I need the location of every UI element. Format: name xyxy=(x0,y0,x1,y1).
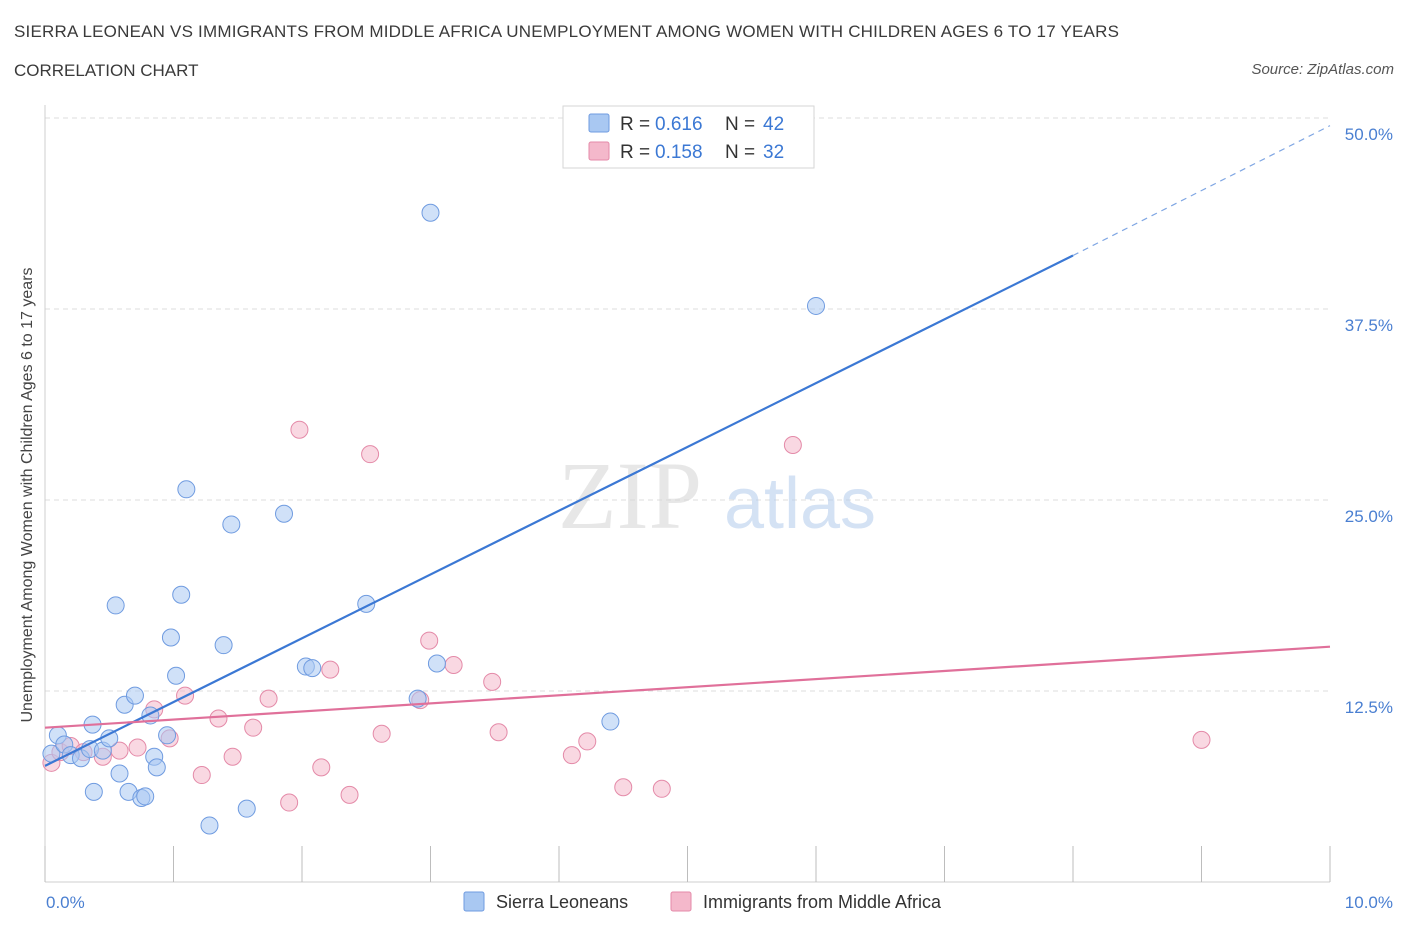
immigrants-point xyxy=(783,435,802,454)
immigrants-point xyxy=(420,631,439,650)
x-tick-labels: 0.0% 10.0% xyxy=(46,893,1393,912)
watermark-zip: ZIP xyxy=(558,442,702,549)
trend-lines xyxy=(44,125,1331,767)
series-sierra-leoneans-points xyxy=(42,203,825,835)
y-tick-label: 25.0% xyxy=(1345,507,1393,526)
immigrants-point xyxy=(223,747,242,766)
sierra-leoneans-point xyxy=(200,816,219,835)
sierra-leoneans-point xyxy=(158,726,177,745)
immigrants-point xyxy=(361,445,380,464)
sierra-leoneans-point xyxy=(807,296,825,315)
sierra-leoneans-point xyxy=(222,515,241,534)
sierra-leoneans-point xyxy=(172,585,191,604)
legend-swatch-sierra-leoneans xyxy=(463,891,485,912)
immigrants-point xyxy=(483,672,502,691)
immigrants-point xyxy=(244,718,263,737)
stats-swatch-blue xyxy=(588,113,610,133)
x-tick-label: 10.0% xyxy=(1345,893,1393,912)
immigrants-point xyxy=(1192,730,1211,749)
immigrants-point xyxy=(259,689,278,708)
immigrants-point xyxy=(578,732,597,751)
sierra-leoneans-point xyxy=(275,504,294,523)
y-tick-label: 50.0% xyxy=(1345,125,1393,144)
immigrants-point xyxy=(652,779,671,798)
stats-r-value-blue: 0.616 xyxy=(655,114,703,135)
immigrants-point xyxy=(340,785,359,804)
watermark-atlas: atlas xyxy=(724,464,876,544)
sierra-leoneans-point xyxy=(167,666,186,685)
chart-subtitle: CORRELATION CHART xyxy=(14,61,199,80)
stats-swatch-pink xyxy=(588,141,610,161)
immigrants-point xyxy=(192,766,211,785)
stats-r-label-blue: R = xyxy=(620,114,650,135)
immigrants-point xyxy=(489,723,508,742)
immigrants-point xyxy=(128,738,147,757)
immigrants-trend-line xyxy=(44,645,1331,729)
sierra-leoneans-point xyxy=(427,654,446,673)
immigrants-point xyxy=(209,709,228,728)
y-tick-label: 37.5% xyxy=(1345,316,1393,335)
sierra-leoneans-point xyxy=(214,636,233,655)
stats-n-label-pink: N = xyxy=(725,142,755,163)
immigrants-point xyxy=(372,724,391,743)
sierra-leoneans-point xyxy=(110,764,129,783)
x-tick-label: 0.0% xyxy=(46,893,85,912)
axes xyxy=(44,105,1331,883)
source-credit: Source: ZipAtlas.com xyxy=(1251,61,1394,78)
immigrants-point xyxy=(614,778,633,797)
y-tick-labels: 12.5% 25.0% 37.5% 50.0% xyxy=(1345,125,1393,717)
sierra-leoneans-point xyxy=(161,628,180,647)
gridlines xyxy=(45,117,1330,692)
sierra-leoneans-point xyxy=(601,712,620,731)
immigrants-point xyxy=(280,793,299,812)
sierra-leoneans-point xyxy=(84,782,103,801)
legend-label-immigrants: Immigrants from Middle Africa xyxy=(703,892,942,912)
sierra-leoneans-point xyxy=(100,729,119,748)
stats-n-value-blue: 42 xyxy=(763,114,784,135)
sierra-leoneans-trend-line xyxy=(44,254,1074,767)
watermark: ZIP atlas xyxy=(558,442,876,549)
bottom-legend: Sierra Leoneans Immigrants from Middle A… xyxy=(463,891,942,912)
immigrants-point xyxy=(312,758,331,777)
sierra-leoneans-point xyxy=(177,480,196,499)
sierra-leoneans-point xyxy=(125,686,144,705)
chart-title: SIERRA LEONEAN VS IMMIGRANTS FROM MIDDLE… xyxy=(14,22,1120,41)
immigrants-point xyxy=(444,656,463,675)
sierra-leoneans-trend-extension xyxy=(1072,125,1331,257)
stats-n-value-pink: 32 xyxy=(763,142,784,163)
immigrants-point xyxy=(290,420,309,439)
legend-label-sierra-leoneans: Sierra Leoneans xyxy=(496,892,628,912)
stats-r-label-pink: R = xyxy=(620,142,650,163)
immigrants-point xyxy=(321,660,340,679)
sierra-leoneans-point xyxy=(421,203,440,222)
stats-legend-box: R = 0.616 N = 42 R = 0.158 N = 32 xyxy=(562,105,815,169)
y-tick-label: 12.5% xyxy=(1345,698,1393,717)
sierra-leoneans-point xyxy=(303,659,322,678)
sierra-leoneans-point xyxy=(237,799,256,818)
sierra-leoneans-point xyxy=(147,758,166,777)
sierra-leoneans-point xyxy=(136,787,155,806)
stats-r-value-pink: 0.158 xyxy=(655,142,703,163)
legend-swatch-immigrants xyxy=(670,891,692,912)
sierra-leoneans-point xyxy=(106,596,125,615)
stats-n-label-blue: N = xyxy=(725,114,755,135)
immigrants-point xyxy=(562,746,581,765)
